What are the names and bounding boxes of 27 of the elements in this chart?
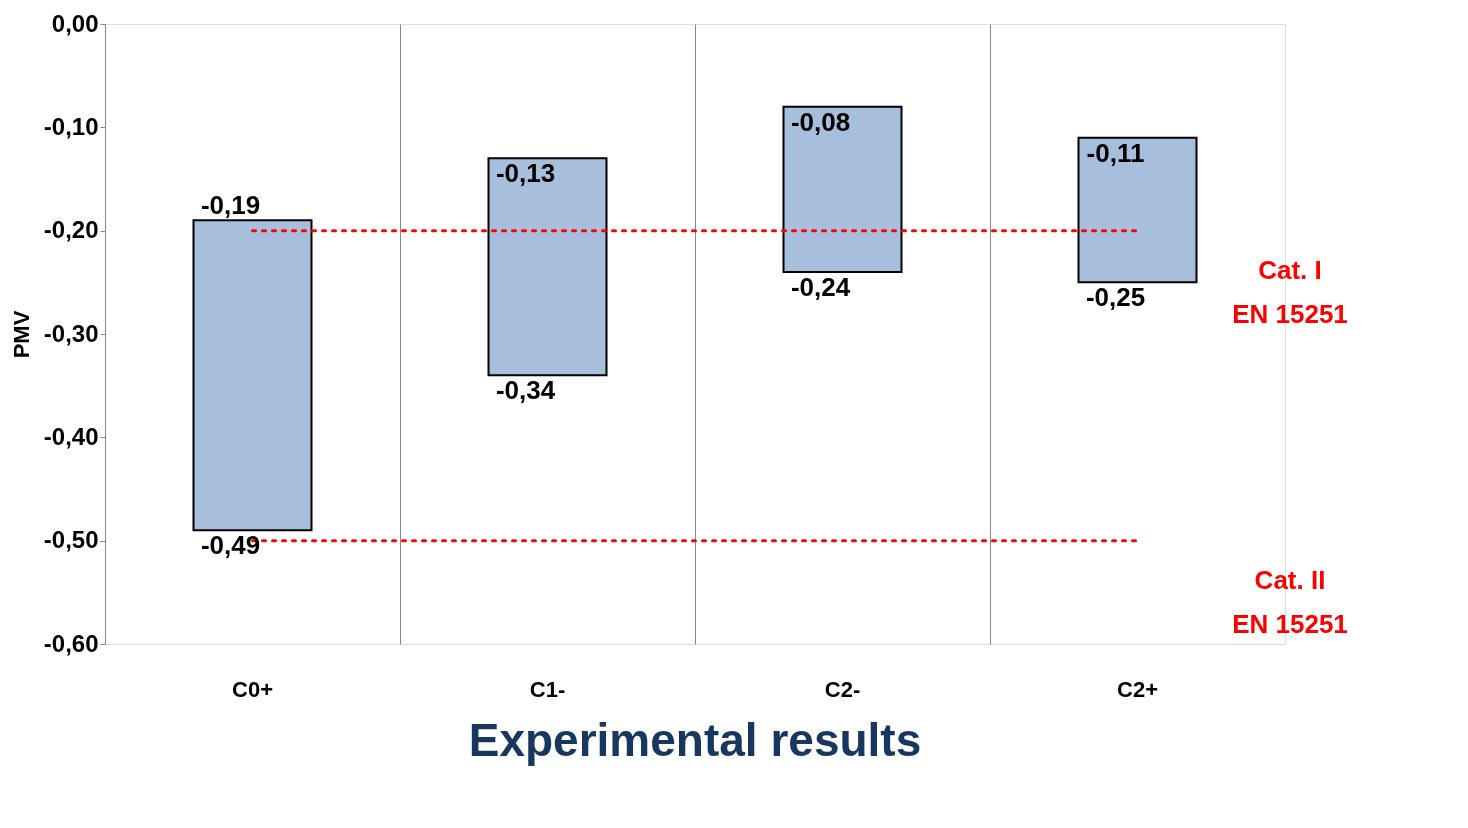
y-tick-label: -0,40 xyxy=(43,422,99,450)
x-tick-label: C0+ xyxy=(232,676,273,702)
y-tick-label: -0,20 xyxy=(43,216,99,244)
ref-line-label: Cat. I EN 15251 xyxy=(1232,254,1348,329)
annotation: -0,25 xyxy=(1085,282,1146,313)
x-tick-label: C1- xyxy=(529,676,566,702)
bar xyxy=(1077,136,1198,284)
y-tick-label: -0,50 xyxy=(43,526,99,554)
annotation: -0,11 xyxy=(1086,137,1145,168)
annotation: -0,19 xyxy=(200,190,261,221)
annotation: -0,24 xyxy=(790,272,851,302)
annotation: -0,08 xyxy=(790,106,851,137)
y-tick-label: -0,30 xyxy=(43,319,99,347)
y-tick-label: -0,10 xyxy=(43,112,99,140)
x-tick-label: C2+ xyxy=(1117,676,1158,702)
y-tick-label: -0,60 xyxy=(43,629,99,657)
text: Experimental results xyxy=(468,714,922,766)
x-tick-label: C2- xyxy=(824,676,861,702)
ref-line-label: Cat. II EN 15251 xyxy=(1232,564,1348,639)
y-axis-title: PMV xyxy=(8,310,34,359)
annotation: -0,49 xyxy=(200,530,261,561)
bar xyxy=(487,157,608,377)
annotation: -0,34 xyxy=(495,375,556,406)
annotation: -0,13 xyxy=(495,158,556,189)
y-tick-label: 0,00 xyxy=(51,9,99,37)
bar xyxy=(782,105,903,273)
bar xyxy=(192,219,313,532)
